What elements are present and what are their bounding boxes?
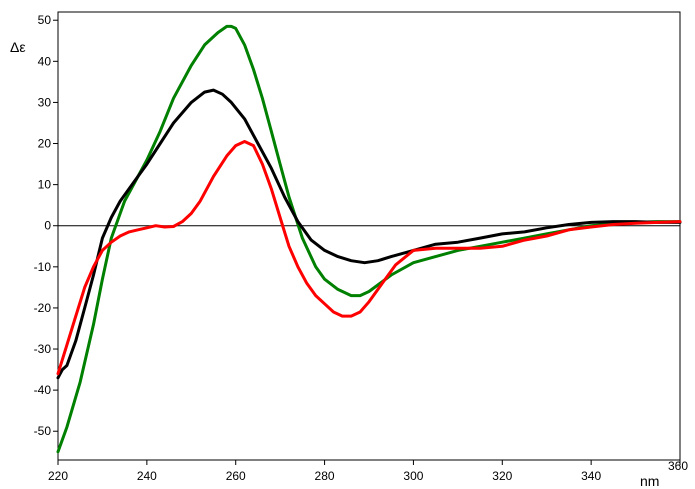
y-tick-label: 10 [38,178,52,192]
y-tick-label: -30 [34,342,52,356]
y-tick-label: -50 [34,424,52,438]
x-tick-label: 240 [137,469,157,483]
x-axis-label: nm [640,473,659,489]
x-tick-label: 260 [226,469,246,483]
x-tick-label: 220 [48,469,68,483]
y-tick-label: 20 [38,137,52,151]
series-group [56,24,682,454]
y-tick-label: 40 [38,54,52,68]
x-tick-label: 300 [403,469,423,483]
x-tick-label: 360 [668,459,688,473]
x-tick-label: 280 [315,469,335,483]
x-tick-label: 320 [492,469,512,483]
y-tick-label: -40 [34,383,52,397]
series-line-1 [56,24,682,454]
series-line-2 [56,88,682,380]
y-tick-label: -20 [34,301,52,315]
y-tick-label: -10 [34,260,52,274]
y-axis-label: Δε [10,39,26,55]
series-line-3 [56,140,682,376]
x-tick-label: 340 [581,469,601,483]
y-tick-label: 0 [44,219,51,233]
x-axis: 220 240 260 280 300 320 340 360 [48,459,688,483]
plot-frame [57,11,681,461]
y-tick-label: 30 [38,95,52,109]
y-tick-label: 50 [38,13,52,27]
y-axis: 50 40 30 20 10 0 -10 -20 -30 -40 -50 [34,13,58,438]
